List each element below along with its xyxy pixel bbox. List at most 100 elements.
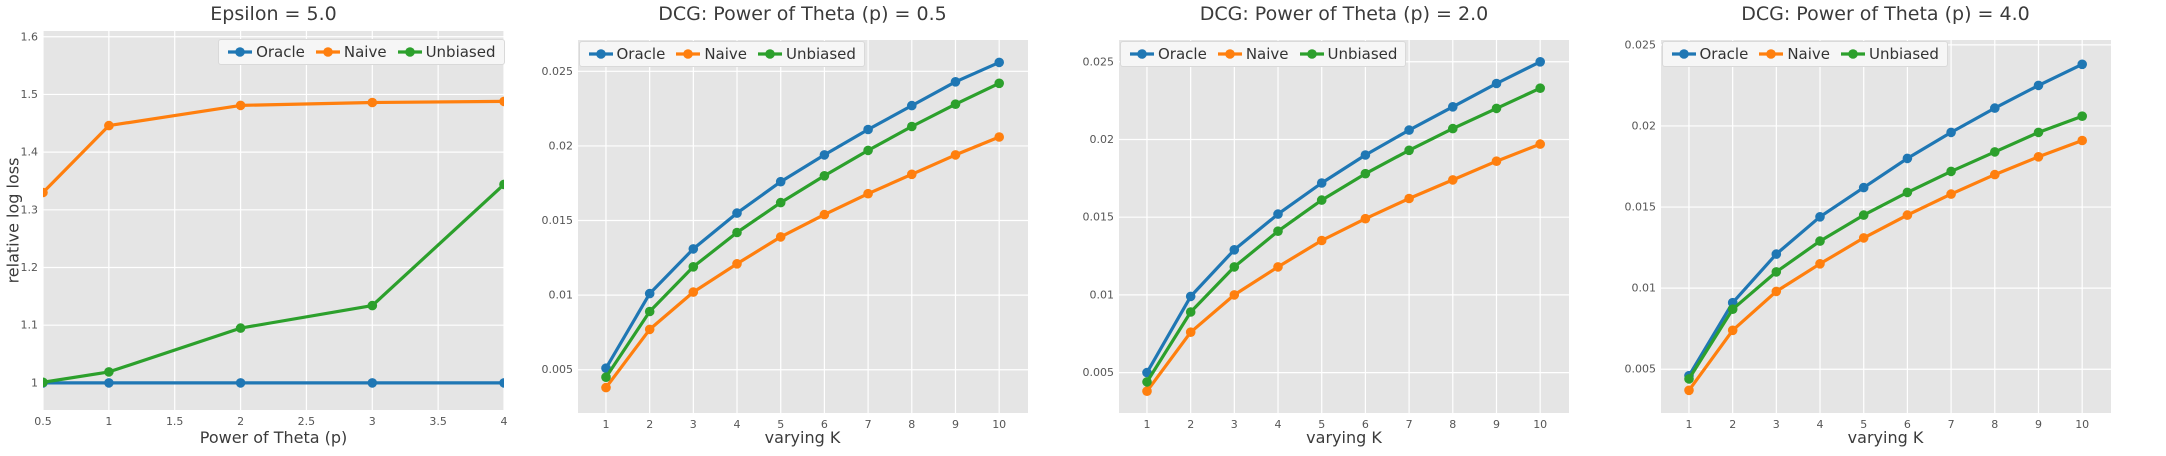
y-tick-label: 0.01: [548, 289, 573, 302]
series-naive: [1683, 135, 2087, 396]
series-oracle: [43, 378, 504, 388]
x-tick-label: 4: [1816, 418, 1823, 431]
x-tick-label: 1: [602, 418, 609, 431]
data-point-marker: [731, 259, 742, 269]
data-point-marker: [1273, 262, 1283, 272]
x-tick-label: 3: [1231, 418, 1238, 431]
legend-item-naive: Naive: [675, 45, 747, 63]
tick-labels: 0.5 1 1.5 2 2.5 3 3.5 4 1 1.1 1.2 1.3 1.4 1.5 1.6: [21, 30, 508, 428]
plot-area: 1 2 3 4 5 6 7 8 9 10 0.005 0.01 0.015 0.02 0.025: [1625, 38, 2111, 431]
legend-item-naive: Naive: [1758, 45, 1830, 63]
data-point-marker: [775, 176, 785, 187]
data-point-marker: [1360, 168, 1371, 179]
line-marker-icon: [228, 47, 253, 57]
y-tick-label: 0.005: [1083, 366, 1114, 379]
data-point-marker: [1945, 189, 1956, 199]
data-point-marker: [104, 120, 114, 131]
data-point-marker: [600, 382, 611, 393]
legend-label: Unbiased: [1327, 45, 1398, 63]
data-point-marker: [1185, 291, 1196, 302]
legend-item-naive: Naive: [315, 43, 387, 61]
series-oracle: [1142, 57, 1545, 378]
data-point-marker: [2076, 111, 2087, 121]
tick-labels: 1 2 3 4 5 6 7 8 9 10 0.005 0.01 0.015 0.02 0.025: [1625, 38, 2089, 431]
x-tick-label: 6: [820, 418, 827, 431]
legend-item-oracle: Oracle: [1129, 45, 1207, 63]
data-point-marker: [731, 227, 742, 238]
data-point-marker: [1448, 102, 1458, 112]
data-point-marker: [600, 363, 611, 374]
y-tick-label: 0.025: [542, 65, 573, 78]
legend: Oracle Naive Unbiased: [218, 39, 505, 65]
x-tick-label: 3.5: [429, 415, 447, 428]
line-marker-icon: [1217, 49, 1242, 59]
chart-title: Epsilon = 5.0: [210, 3, 337, 25]
legend-label: Unbiased: [786, 45, 856, 63]
x-tick-label: 1: [105, 415, 112, 428]
x-tick-label: 4: [501, 415, 508, 428]
y-tick-label: 0.015: [1625, 201, 1656, 214]
data-point-marker: [1273, 209, 1283, 219]
data-point-marker: [906, 100, 917, 111]
data-point-marker: [1814, 212, 1825, 222]
chart-title: DCG: Power of Theta (p) = 4.0: [1741, 3, 2030, 25]
legend-label: Naive: [704, 45, 747, 63]
legend-item-unbiased: Unbiased: [757, 45, 856, 63]
chart-epsilon-5: Epsilon = 5.0 relative log loss 0.5 1 1.5 2…: [0, 0, 542, 456]
x-tick-label: 5: [1860, 418, 1867, 431]
line-unbiased: [604, 81, 1000, 379]
line-oracle: [1687, 62, 2083, 377]
x-tick-label: 7: [1947, 418, 1954, 431]
line-marker-icon: [1130, 49, 1154, 59]
x-tick-label: 1: [1685, 418, 1692, 431]
legend-label: Naive: [1245, 45, 1289, 63]
legend-item-unbiased: Unbiased: [1840, 45, 1939, 63]
series-naive: [600, 132, 1004, 393]
x-tick-label: 9: [2035, 418, 2042, 431]
x-tick-label: 7: [864, 418, 871, 431]
y-tick-label: 1.2: [21, 261, 39, 274]
legend: Oracle Naive Unbiased: [1120, 41, 1407, 67]
data-point-marker: [1185, 307, 1196, 317]
data-point-marker: [688, 287, 698, 297]
data-point-marker: [950, 99, 960, 109]
data-point-marker: [499, 179, 504, 190]
series-unbiased: [1142, 83, 1545, 387]
data-point-marker: [1683, 385, 1694, 396]
plot-background: [43, 31, 504, 410]
x-tick-label: 6: [1903, 418, 1910, 431]
legend-label: Naive: [1787, 45, 1830, 63]
data-point-marker: [819, 171, 829, 181]
legend-label: Oracle: [256, 43, 305, 61]
y-tick-label: 1.5: [21, 88, 39, 101]
line-oracle: [1145, 60, 1541, 374]
gridlines: [577, 40, 1028, 413]
data-point-marker: [600, 372, 611, 383]
data-point-marker: [1858, 182, 1868, 193]
x-axis-label: varying K: [1847, 428, 1924, 447]
data-point-marker: [993, 57, 1004, 68]
y-tick-label: 1.3: [21, 203, 39, 216]
line-unbiased: [1145, 86, 1541, 383]
x-tick-label: 4: [733, 418, 740, 431]
y-tick-label: 0.01: [1090, 288, 1115, 301]
data-point-marker: [1727, 304, 1737, 315]
data-point-marker: [1491, 156, 1502, 166]
data-point-marker: [1535, 83, 1545, 93]
legend-item-naive: Naive: [1217, 45, 1289, 63]
line-marker-icon: [397, 47, 422, 57]
data-point-marker: [1771, 286, 1781, 297]
data-point-marker: [1902, 153, 1912, 164]
x-tick-label: 8: [1991, 418, 1998, 431]
series-unbiased: [43, 179, 504, 388]
line-naive: [604, 135, 1000, 389]
series-unbiased: [600, 78, 1004, 383]
x-axis-label: varying K: [764, 428, 841, 447]
data-point-marker: [644, 324, 654, 335]
line-naive: [1687, 139, 2083, 392]
data-point-marker: [906, 169, 917, 180]
line-unbiased: [1687, 114, 2083, 380]
